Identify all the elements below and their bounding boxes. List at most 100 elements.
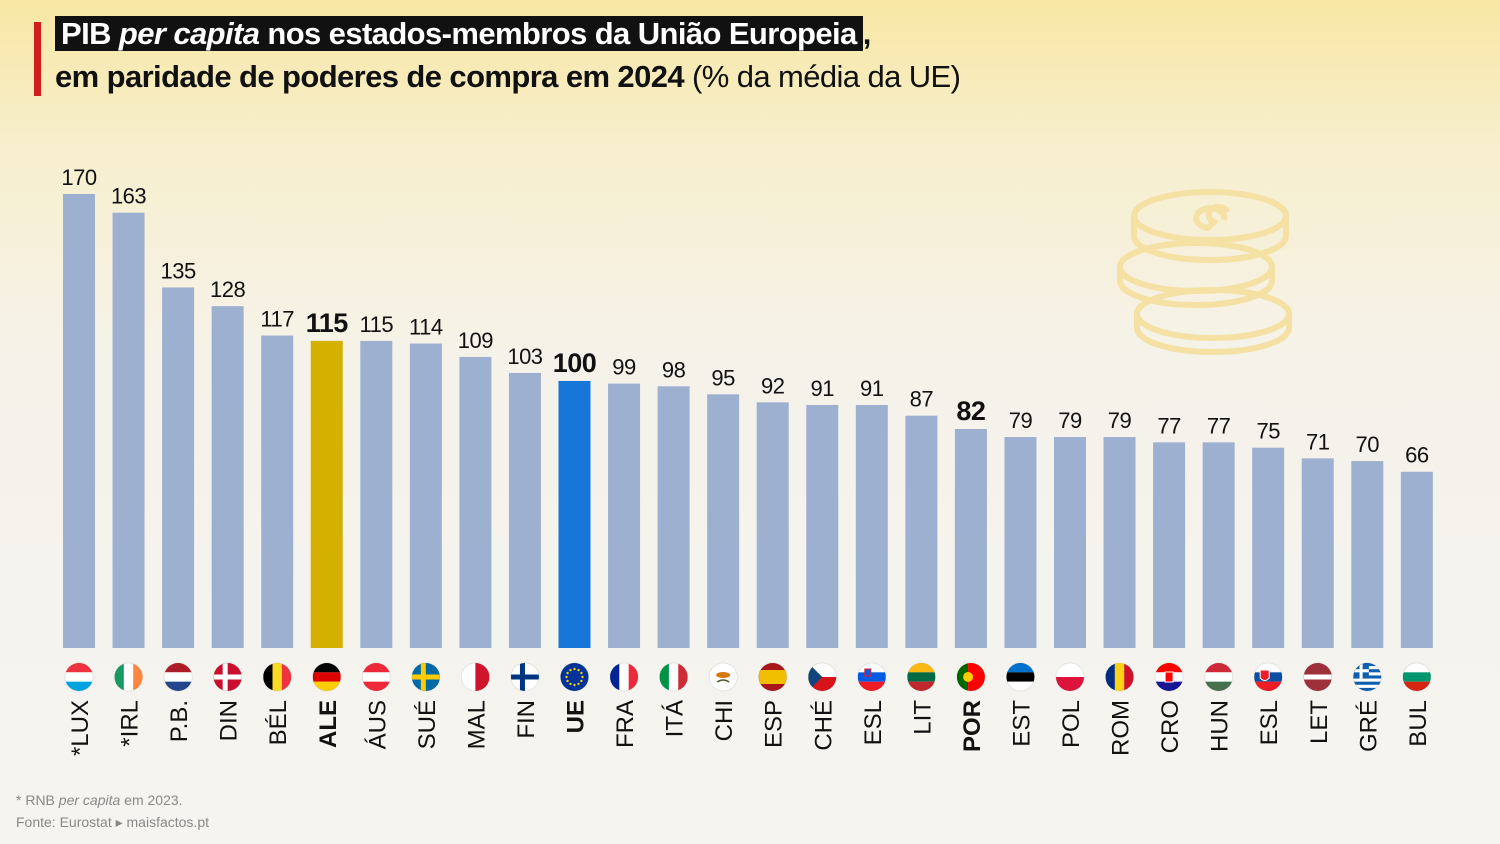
value-label-MAL: 109 (458, 328, 493, 353)
bar-HUN (1202, 442, 1235, 648)
category-label-ESP: ESP (761, 700, 788, 748)
value-label-ESP: 92 (761, 373, 785, 398)
sweden-flag-icon (411, 662, 441, 692)
bar-DIN (211, 306, 244, 648)
coin-stack-icon (1117, 189, 1292, 355)
romania-flag-icon (1105, 662, 1135, 692)
value-label-ITÁ: 98 (662, 357, 686, 382)
footnote-prefix: * RNB (16, 792, 59, 808)
bar-ROM (1103, 437, 1136, 648)
bar-BUL (1400, 471, 1433, 648)
category-label-CHÉ: CHÉ (810, 700, 837, 751)
value-label-*LUX: 170 (61, 165, 96, 190)
category-label-ÁUS: ÁUS (364, 700, 391, 749)
luxembourg-flag-icon (64, 662, 94, 692)
category-label-LET: LET (1306, 700, 1333, 744)
malta-flag-icon (460, 662, 490, 692)
bar-BÉL (261, 335, 294, 648)
category-label-GRÉ: GRÉ (1355, 700, 1382, 752)
portugal-flag-icon (956, 662, 986, 692)
category-label-BUL: BUL (1405, 700, 1432, 747)
source-line: Fonte: Eurostat ▸ maisfactos.pt (16, 814, 209, 830)
bar-P.B. (162, 287, 195, 648)
category-label-ROM: ROM (1108, 700, 1135, 756)
value-label-LET: 71 (1306, 429, 1330, 454)
category-label-SUÉ: SUÉ (414, 700, 441, 749)
title-part-2: per capita (118, 16, 260, 51)
bar-SUÉ (409, 343, 442, 648)
value-label-FRA: 99 (612, 355, 636, 380)
value-label-ALE: 115 (306, 308, 349, 338)
slovenia-flag-icon (857, 662, 887, 692)
footnote-line-1: * RNB per capita em 2023. (16, 789, 209, 811)
category-label-*LUX: *LUX (67, 700, 94, 756)
bar-ÁUS (360, 340, 393, 648)
value-label-DIN: 128 (210, 277, 245, 302)
footnote-italic: per capita (58, 792, 121, 808)
footnote-suffix: em 2023. (120, 792, 183, 808)
title-highlight: PIB per capita nos estados-membros da Un… (55, 16, 863, 51)
title-line-2-normal: (% da média da UE) (684, 59, 961, 94)
category-label-CRO: CRO (1157, 700, 1184, 753)
title-line-1: PIB per capita nos estados-membros da Un… (55, 12, 960, 55)
bar-GRÉ (1351, 461, 1384, 648)
value-label-FIN: 103 (507, 344, 542, 369)
bar-EST (1004, 437, 1037, 648)
bar-UE (558, 380, 591, 648)
denmark-flag-icon (213, 662, 243, 692)
category-label-LIT: LIT (909, 700, 936, 735)
title-accent-bar (34, 22, 41, 96)
bar-ALE (310, 340, 343, 648)
value-label-POL: 79 (1058, 408, 1082, 433)
value-label-*IRL: 163 (111, 184, 146, 209)
bar-CHI (707, 394, 740, 648)
estonia-flag-icon (1005, 662, 1035, 692)
finland-flag-icon (510, 662, 540, 692)
bar-FIN (508, 372, 541, 648)
value-label-EST: 79 (1009, 408, 1033, 433)
category-label-FRA: FRA (612, 700, 639, 748)
category-label-ESL: ESL (1256, 700, 1283, 745)
value-label-GRÉ: 70 (1356, 432, 1380, 457)
bar-*IRL (112, 212, 145, 648)
value-label-ROM: 79 (1108, 408, 1132, 433)
value-label-P.B.: 135 (160, 258, 195, 283)
value-label-HUN: 77 (1207, 413, 1231, 438)
value-label-BUL: 66 (1405, 443, 1429, 468)
bar-CHÉ (806, 404, 839, 648)
category-label-CHI: CHI (711, 700, 738, 741)
chart-title: PIB per capita nos estados-membros da Un… (55, 12, 961, 98)
value-label-LIT: 87 (910, 387, 934, 412)
value-label-CHÉ: 91 (811, 376, 835, 401)
value-label-SUÉ: 114 (409, 315, 443, 340)
netherlands-flag-icon (163, 662, 193, 692)
latvia-flag-icon (1303, 662, 1333, 692)
bar-LIT (905, 415, 938, 648)
bar-LET (1301, 458, 1334, 648)
category-label-POL: POL (1058, 700, 1085, 748)
category-label-MAL: MAL (463, 700, 490, 749)
austria-flag-icon (361, 662, 391, 692)
title-line-2: em paridade de poderes de compra em 2024… (55, 55, 961, 98)
value-label-UE: 100 (553, 348, 597, 378)
greece-flag-icon (1352, 662, 1382, 692)
hungary-flag-icon (1204, 662, 1234, 692)
title-part-1: PIB (61, 16, 119, 51)
bar-*LUX (63, 194, 95, 648)
title-part-3: nos estados-membros da União Europeia (259, 16, 857, 51)
bar-POL (1054, 437, 1086, 648)
bar-POR (954, 429, 987, 648)
croatia-flag-icon (1154, 662, 1184, 692)
italy-flag-icon (659, 662, 689, 692)
value-label-CRO: 77 (1157, 413, 1181, 438)
france-flag-icon (609, 662, 639, 692)
belgium-flag-icon (262, 662, 292, 692)
poland-flag-icon (1055, 662, 1085, 692)
category-label-UE: UE (563, 700, 590, 733)
category-label-POR: POR (959, 700, 986, 752)
category-label-*IRL: *IRL (117, 700, 144, 747)
bar-ITÁ (657, 386, 690, 648)
value-label-ESL: 75 (1256, 419, 1280, 444)
slovakia-flag-icon (1253, 662, 1283, 692)
category-label-ALE: ALE (315, 700, 342, 748)
